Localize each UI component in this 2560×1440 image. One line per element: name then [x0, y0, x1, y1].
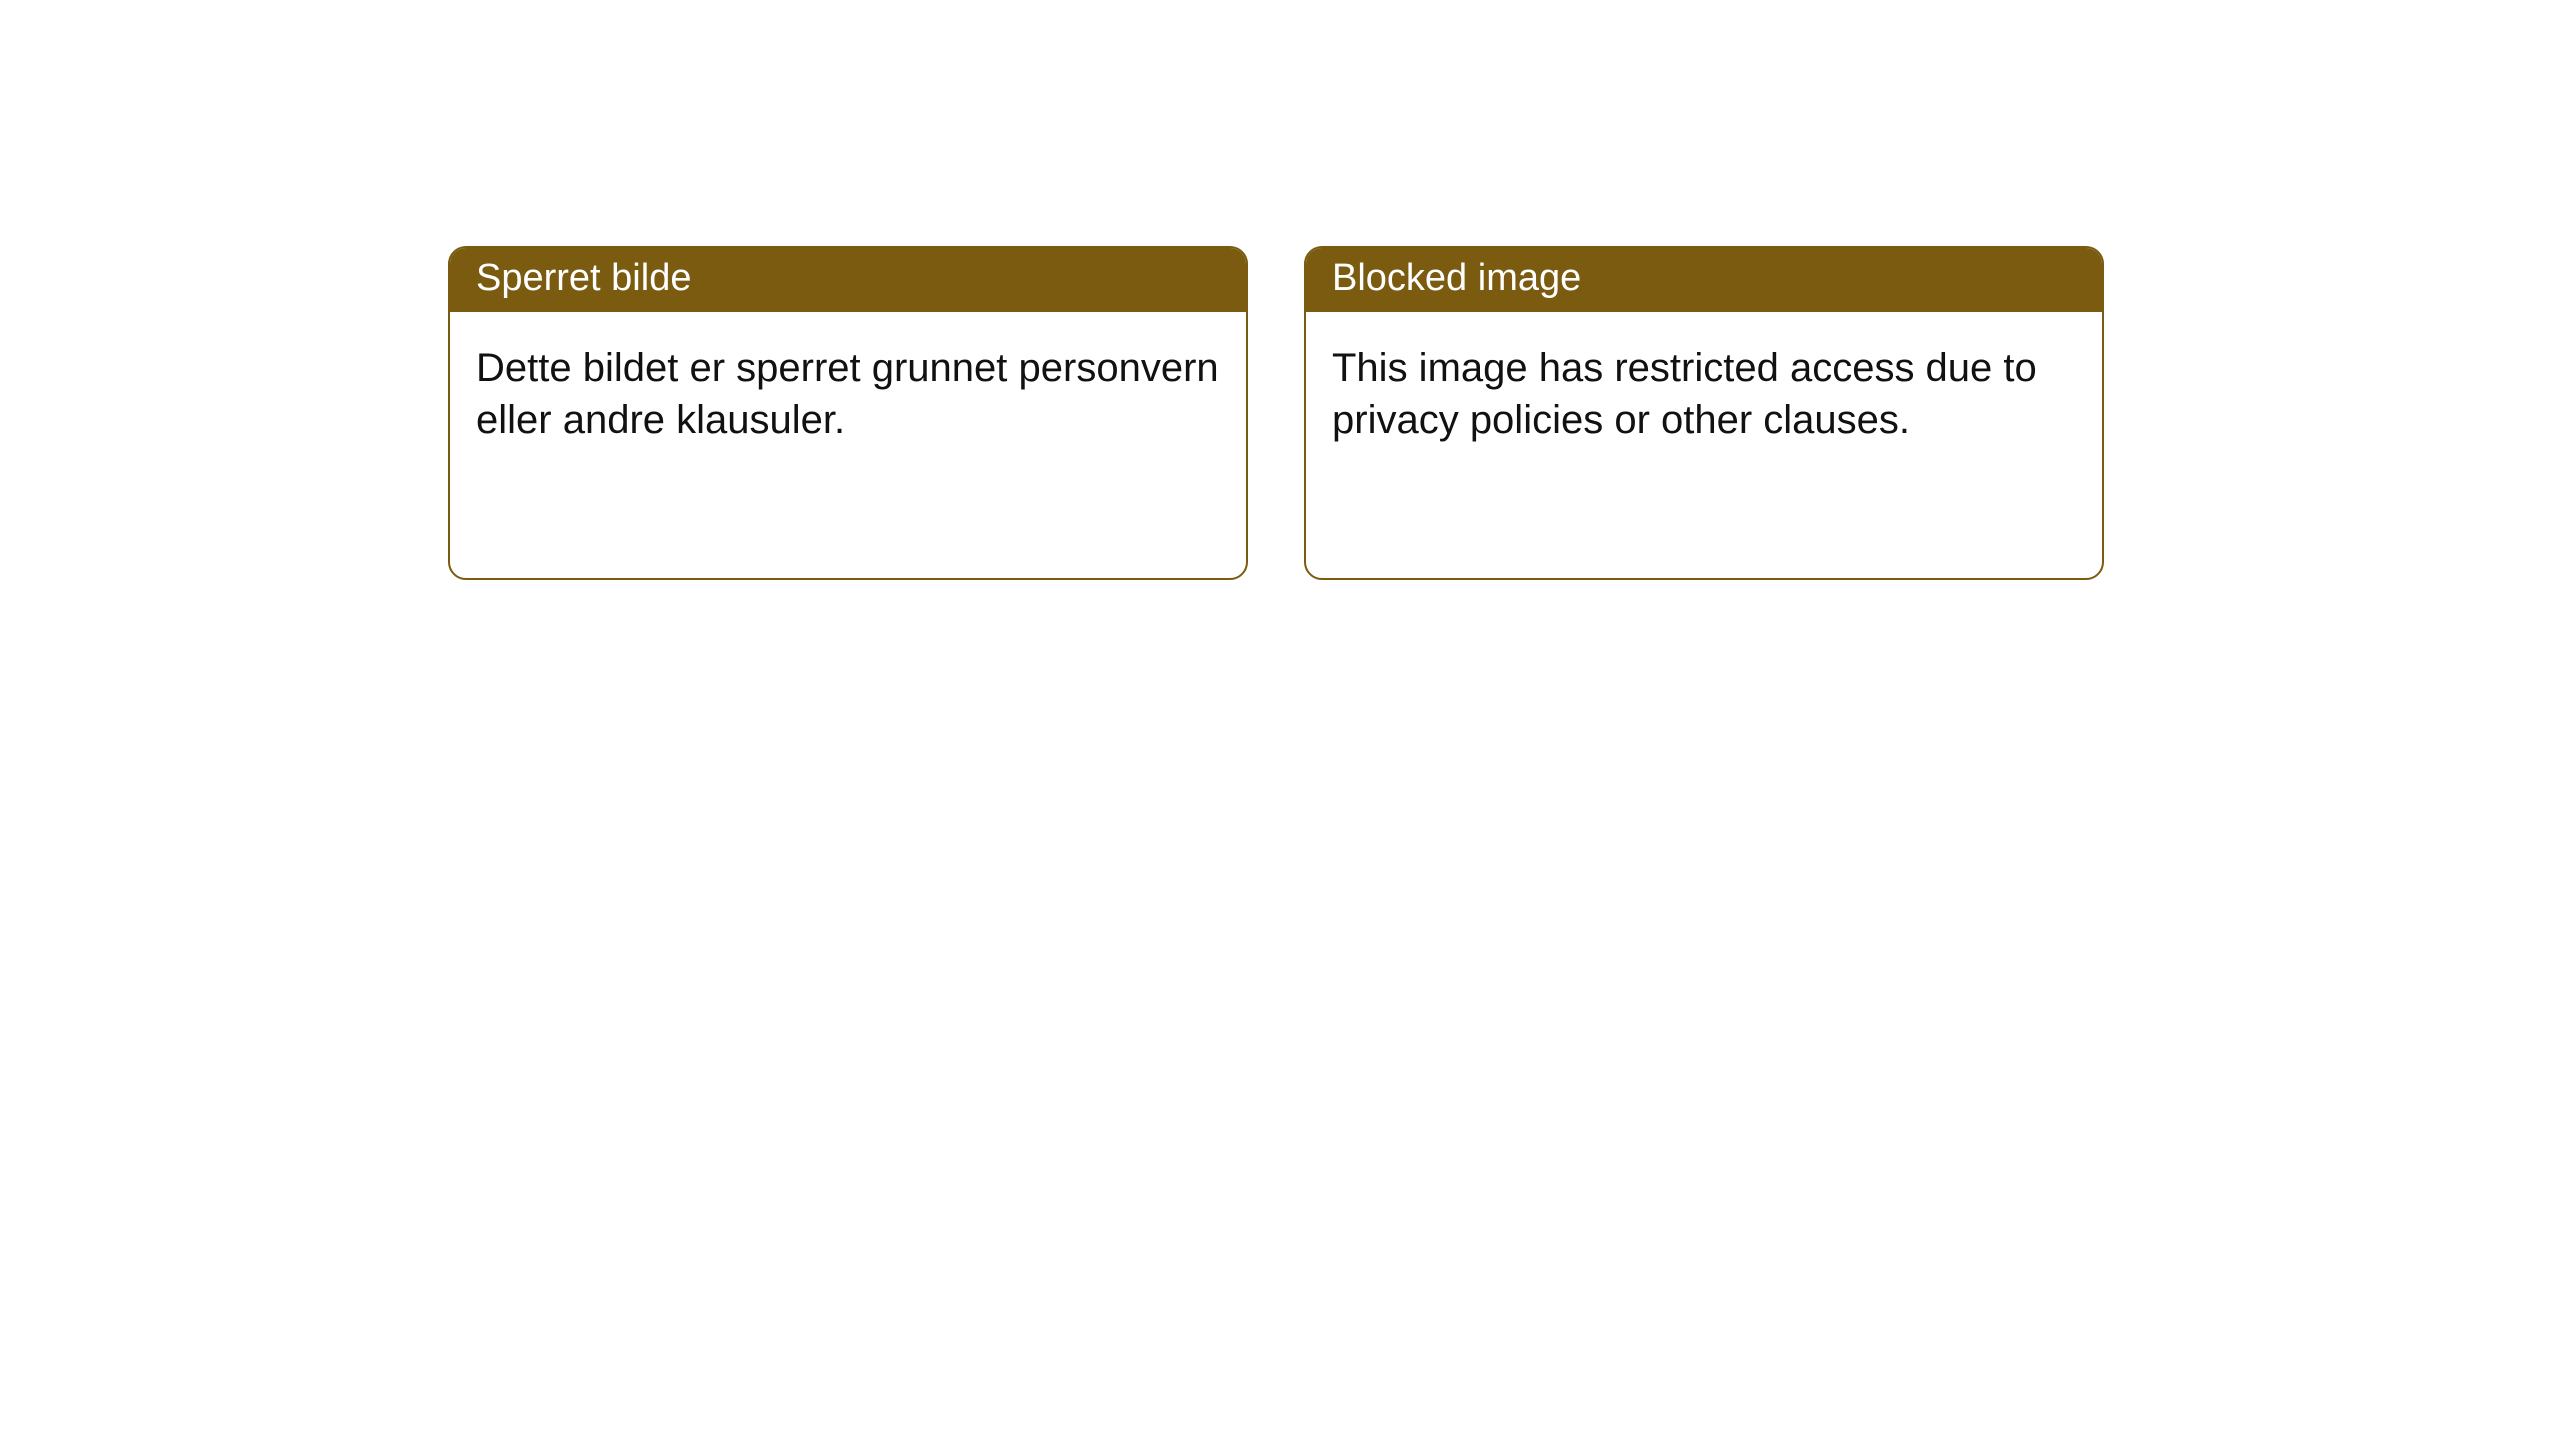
notice-body: This image has restricted access due to …: [1306, 312, 2102, 476]
notice-card-norwegian: Sperret bilde Dette bildet er sperret gr…: [448, 246, 1248, 580]
notice-title: Sperret bilde: [450, 248, 1246, 312]
notice-title: Blocked image: [1306, 248, 2102, 312]
notice-container: Sperret bilde Dette bildet er sperret gr…: [448, 246, 2104, 580]
notice-card-english: Blocked image This image has restricted …: [1304, 246, 2104, 580]
notice-body: Dette bildet er sperret grunnet personve…: [450, 312, 1246, 476]
